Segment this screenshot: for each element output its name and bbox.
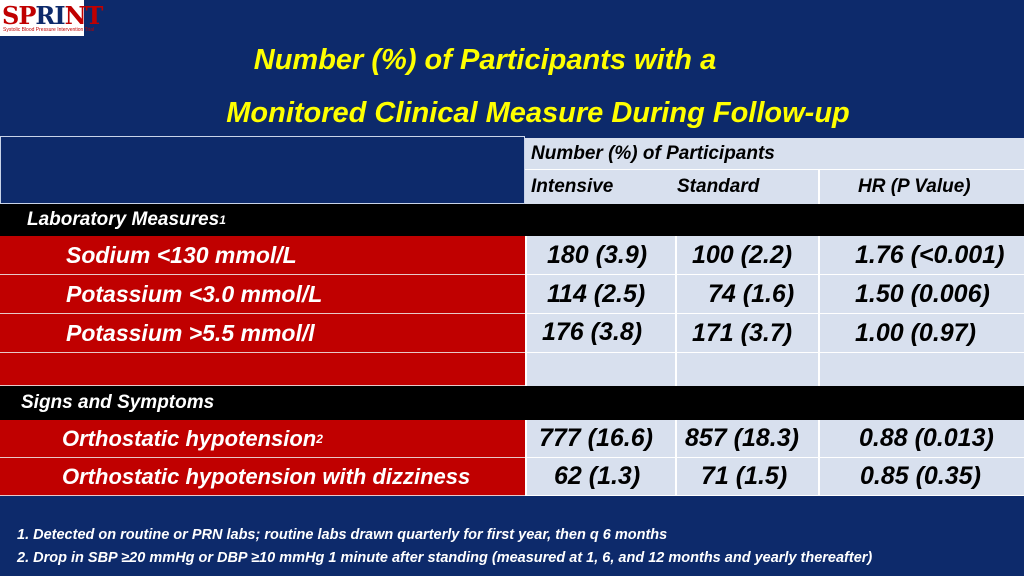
cell-hr: 1.50 (0.006) (818, 275, 1024, 314)
row-label-potassium-low: Potassium <3.0 mmol/L (0, 275, 525, 314)
row-label: Potassium >5.5 mmol/l (66, 319, 315, 346)
row-label-orthostatic: Orthostatic hypotension 2 (0, 420, 525, 458)
footnote-2: 2. Drop in SBP ≥20 mmHg or DBP ≥10 mmHg … (17, 550, 873, 566)
cell-standard: 71 (1.5) (675, 458, 818, 496)
header-hr-label: HR (P Value) (858, 176, 971, 197)
footnote-1: 1. Detected on routine or PRN labs; rout… (17, 527, 668, 543)
cell-hr: 0.88 (0.013) (818, 420, 1024, 458)
header-intensive: Intensive (525, 170, 675, 204)
row-label: Potassium <3.0 mmol/L (66, 280, 323, 307)
section-header-signs: Signs and Symptoms (0, 386, 1024, 420)
logo-subtitle: Systolic Blood Pressure Intervention Tri… (3, 27, 95, 33)
header-blank-cell (0, 136, 525, 204)
cell-hr: 1.76 (<0.001) (818, 236, 1024, 275)
cell-standard: 100 (2.2) (675, 236, 818, 275)
row-label-potassium-high: Potassium >5.5 mmol/l (0, 314, 525, 353)
row-label-orthostatic-dizziness: Orthostatic hypotension with dizziness (0, 458, 525, 496)
cell-intensive: 62 (1.3) (525, 458, 675, 496)
cell-intensive: 114 (2.5) (525, 275, 675, 314)
header-group-label: Number (%) of Participants (525, 138, 1024, 170)
blank-row-label (0, 353, 525, 386)
cell-standard: 857 (18.3) (675, 420, 818, 458)
header-hr: HR (P Value) (818, 170, 1024, 204)
title-line-1: Number (%) of Participants with a (253, 44, 717, 76)
cell-standard: 171 (3.7) (675, 314, 818, 353)
blank-cell (525, 353, 675, 386)
cell-intensive: 180 (3.9) (525, 236, 675, 275)
cell-intensive: 176 (3.8) (525, 314, 675, 353)
blank-cell (675, 353, 818, 386)
sprint-logo: SPRINT Systolic Blood Pressure Intervent… (0, 0, 103, 36)
cell-standard: 74 (1.6) (675, 275, 818, 314)
logo-word: SPRINT (2, 1, 103, 30)
cell-hr: 1.00 (0.97) (818, 314, 1024, 353)
header-standard: Standard (675, 170, 818, 204)
row-label: Orthostatic hypotension (62, 425, 317, 451)
section-label: Laboratory Measures (27, 209, 220, 230)
title-line-2: Monitored Clinical Measure During Follow… (226, 97, 850, 129)
cell-hr: 0.85 (0.35) (818, 458, 1024, 496)
section-header-laboratory: Laboratory Measures 1 (0, 204, 1024, 236)
cell-intensive: 777 (16.6) (525, 420, 675, 458)
results-table: Number (%) of Participants Intensive Sta… (0, 136, 1024, 498)
blank-cell (818, 353, 1024, 386)
row-label: Sodium <130 mmol/L (66, 241, 297, 268)
section-label: Signs and Symptoms (21, 392, 215, 413)
row-label: Orthostatic hypotension with dizziness (62, 463, 471, 489)
row-label-sodium: Sodium <130 mmol/L (0, 236, 525, 275)
